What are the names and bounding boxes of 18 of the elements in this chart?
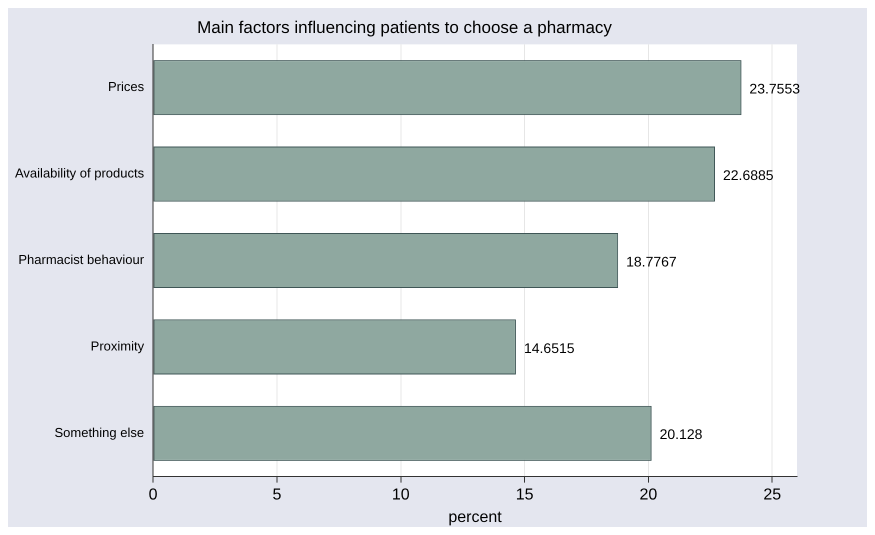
data-label: 22.6885	[722, 166, 774, 183]
x-tick-label: 10	[392, 486, 410, 504]
x-tick-label: 15	[516, 486, 534, 504]
data-label: 14.6515	[524, 340, 575, 356]
data-label: 23.7553	[749, 80, 800, 96]
y-tick-label: Something else	[54, 424, 144, 440]
data-label: 18.7767	[626, 253, 677, 270]
y-tick-label: Availability of products	[14, 166, 145, 181]
x-tick-label: 25	[763, 486, 782, 504]
y-tick-label: Proximity	[90, 338, 145, 354]
y-tick-label: Prices	[108, 79, 145, 94]
y-tick-label: Pharmacist behaviour	[18, 252, 145, 268]
data-label: 20.128	[660, 426, 703, 442]
x-tick-label: 0	[148, 486, 158, 504]
x-tick-label: 5	[272, 486, 282, 504]
x-tick-label: 20	[640, 486, 658, 504]
x-axis-title: percent	[448, 508, 502, 526]
chart-title: Main factors influencing patients to choose a pharmacy	[197, 18, 612, 37]
